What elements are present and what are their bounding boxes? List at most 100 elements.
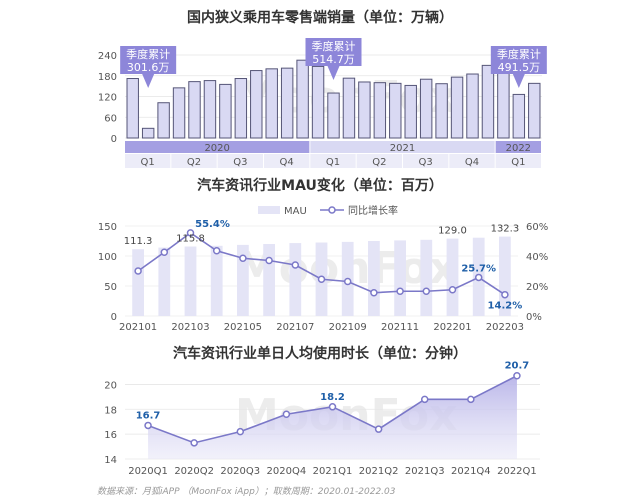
mau-bar-202107	[289, 243, 302, 316]
callout-box-0	[120, 46, 177, 74]
mau-bar-202110	[368, 241, 380, 316]
quarter-band	[356, 154, 402, 168]
sales-bar-9	[265, 68, 278, 139]
source-note: 数据来源：月狐iAPP （MoonFox iApp）；取数周期：2020.01-…	[97, 486, 396, 497]
callout-text: 季度累计	[126, 47, 170, 61]
duration-point-2021Q4	[467, 395, 475, 404]
quarter-band	[449, 154, 495, 168]
year-label: 2022	[506, 143, 531, 154]
quarter-band	[171, 154, 217, 168]
x-tick-label: 202201	[433, 322, 471, 333]
mau-data-label: 132.3	[491, 224, 520, 235]
callout-text: 季度累计	[312, 39, 356, 53]
legend-swatch-mau	[258, 206, 280, 214]
growth-point-202111	[396, 287, 404, 295]
sales-bar-10	[280, 67, 294, 139]
quarter-label: Q2	[187, 157, 201, 168]
year-band-2022	[495, 141, 541, 153]
quarter-band	[495, 154, 541, 168]
x-tick-label: 2021Q1	[313, 466, 353, 477]
sales-bar-1	[141, 127, 155, 139]
y-tick-label: 180	[98, 72, 117, 83]
callout-text: 季度累计	[497, 47, 541, 61]
sales-bar-22	[466, 73, 479, 139]
duration-point-2021Q3	[420, 395, 429, 404]
quarter-label: Q3	[233, 157, 247, 168]
x-tick-label: 202109	[329, 322, 367, 333]
mau-data-label: 111.3	[124, 236, 153, 247]
growth-point-202110	[370, 289, 378, 297]
callout-text: 491.5万	[498, 61, 541, 74]
mau-bar-202111	[394, 240, 406, 316]
quarter-band	[264, 154, 310, 168]
y-tick-label: 120	[98, 93, 117, 104]
sales-bar-17	[389, 82, 402, 139]
y-tick-label: 0	[111, 134, 117, 145]
sales-bar-12	[311, 65, 325, 139]
growth-point-202201	[448, 286, 457, 294]
growth-point-202107	[291, 261, 300, 269]
duration-area	[148, 375, 517, 459]
duration-point-2020Q1	[144, 421, 152, 430]
duration-point-2020Q2	[190, 439, 198, 447]
callout-pointer-2	[512, 74, 525, 88]
growth-data-label: 55.4%	[195, 219, 230, 230]
mau-bar-202101	[132, 249, 144, 316]
quarter-label: Q3	[419, 157, 433, 168]
duration-data-label: 20.7	[505, 361, 530, 372]
callout-box-2	[490, 46, 547, 74]
sales-bar-18	[404, 84, 417, 139]
quarter-label: Q1	[141, 157, 155, 168]
x-tick-label: 2022Q1	[497, 466, 537, 477]
x-tick-label: 2021Q3	[405, 466, 445, 477]
y-tick-label: 20	[104, 380, 117, 391]
sales-bar-23	[481, 64, 495, 139]
quarter-label: Q1	[326, 157, 340, 168]
sales-bar-0	[126, 78, 139, 139]
mau-data-label: 115.8	[176, 234, 205, 245]
mau-bar-202112	[420, 239, 433, 316]
sales-bar-8	[250, 70, 263, 139]
y-left-tick-label: 0	[111, 312, 117, 323]
sales-bar-chart: 0 60 120 180 240 2020 Q1 Q2 Q3 Q4 2021 Q1 Q2 Q3 Q4 2022…	[98, 38, 547, 168]
y-tick-label: 14	[104, 455, 117, 466]
growth-point-202203	[501, 290, 509, 299]
mau-bar-202203	[499, 236, 511, 316]
sales-bar-4	[188, 81, 201, 139]
callout-text: 301.6万	[127, 61, 170, 74]
growth-point-202105	[239, 254, 247, 262]
x-tick-label: 2020Q2	[174, 466, 214, 477]
growth-point-202108	[317, 275, 326, 283]
growth-point-202106	[265, 256, 273, 265]
duration-point-2022Q1	[513, 371, 521, 380]
mau-bar-202106	[263, 244, 275, 316]
quarter-label: Q4	[465, 157, 479, 168]
y-right-tick-label: 0%	[526, 312, 542, 323]
sales-bar-25	[512, 93, 526, 139]
sales-bar-14	[342, 77, 356, 139]
x-tick-label: 2020Q4	[267, 466, 307, 477]
growth-data-label: 25.7%	[461, 263, 496, 274]
sales-bar-3	[172, 87, 186, 139]
duration-area-chart: 14 16 18 20 2020Q1 2020Q2 2020Q3 2020Q4 2021Q1 20…	[104, 361, 540, 477]
callout-pointer-1	[327, 66, 340, 80]
growth-data-label: 14.2%	[488, 301, 523, 312]
sales-bar-26	[528, 82, 541, 139]
year-label: 2020	[204, 143, 229, 154]
chart1-title: 国内狭义乘用车零售端销量（单位：万辆）	[187, 9, 453, 26]
y-left-tick-label: 100	[98, 252, 117, 263]
mau-data-label: 129.0	[438, 226, 467, 237]
mau-bar-202102	[158, 247, 171, 316]
growth-point-202202	[474, 273, 483, 282]
x-tick-label: 2020Q1	[128, 466, 168, 477]
duration-data-label: 18.2	[320, 392, 345, 403]
x-tick-label: 202111	[381, 322, 419, 333]
sales-bar-16	[373, 82, 387, 139]
callout-text: 514.7万	[312, 53, 355, 66]
sales-bar-20	[435, 83, 448, 139]
mau-bar-202104	[210, 245, 223, 316]
growth-point-202112	[422, 287, 431, 295]
sales-bar-2	[157, 102, 170, 139]
y-right-tick-label: 60%	[526, 222, 548, 233]
